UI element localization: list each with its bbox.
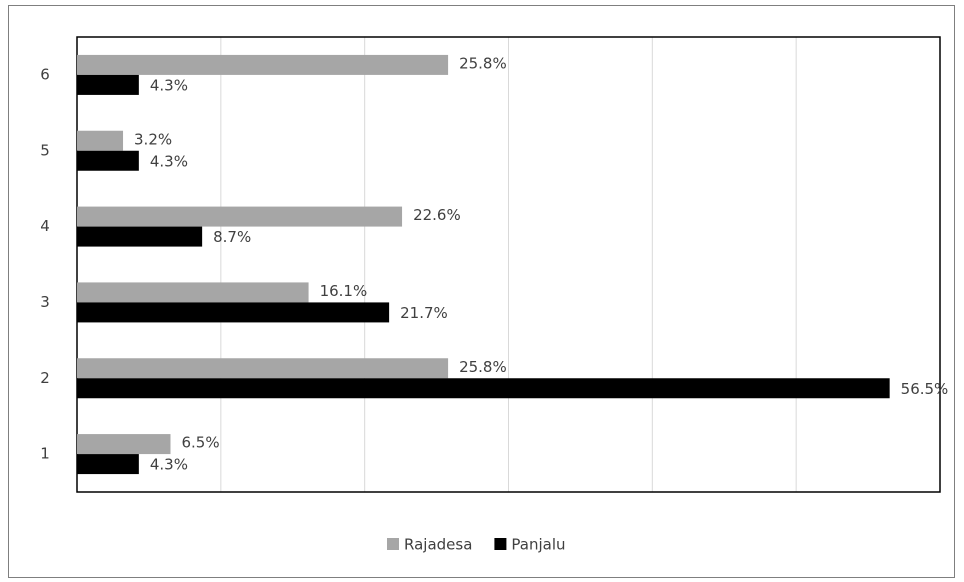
bar [77, 226, 203, 247]
bar [77, 150, 139, 171]
data-label: 8.7% [213, 228, 251, 246]
data-label: 4.3% [150, 76, 188, 94]
data-label: 22.6% [413, 206, 461, 224]
legend-swatch [494, 538, 507, 550]
bar [77, 302, 390, 323]
bar [77, 358, 449, 379]
data-label: 21.7% [400, 304, 448, 322]
data-label: 25.8% [459, 358, 507, 376]
bar [77, 54, 449, 75]
data-label: 4.3% [150, 456, 188, 474]
data-label: 25.8% [459, 54, 507, 72]
bar [77, 74, 139, 95]
y-tick-label: 5 [40, 141, 50, 159]
bar [77, 434, 171, 455]
data-label: 6.5% [181, 434, 219, 452]
y-tick-label: 1 [40, 445, 50, 463]
y-tick-label: 2 [40, 369, 50, 387]
bar [77, 206, 403, 227]
data-label: 56.5% [901, 380, 949, 398]
bar [77, 130, 124, 151]
plot-frame [76, 36, 941, 493]
bar [77, 282, 309, 303]
data-label: 3.2% [134, 130, 172, 148]
data-label: 4.3% [150, 152, 188, 170]
y-tick-label: 4 [40, 217, 50, 235]
legend-label: Panjalu [511, 536, 565, 554]
data-label: 16.1% [320, 282, 368, 300]
y-tick-label: 3 [40, 293, 50, 311]
bar [77, 454, 139, 475]
bar [77, 378, 890, 399]
y-tick-label: 6 [40, 65, 50, 83]
legend-label: Rajadesa [404, 536, 472, 554]
legend-swatch [387, 538, 399, 550]
